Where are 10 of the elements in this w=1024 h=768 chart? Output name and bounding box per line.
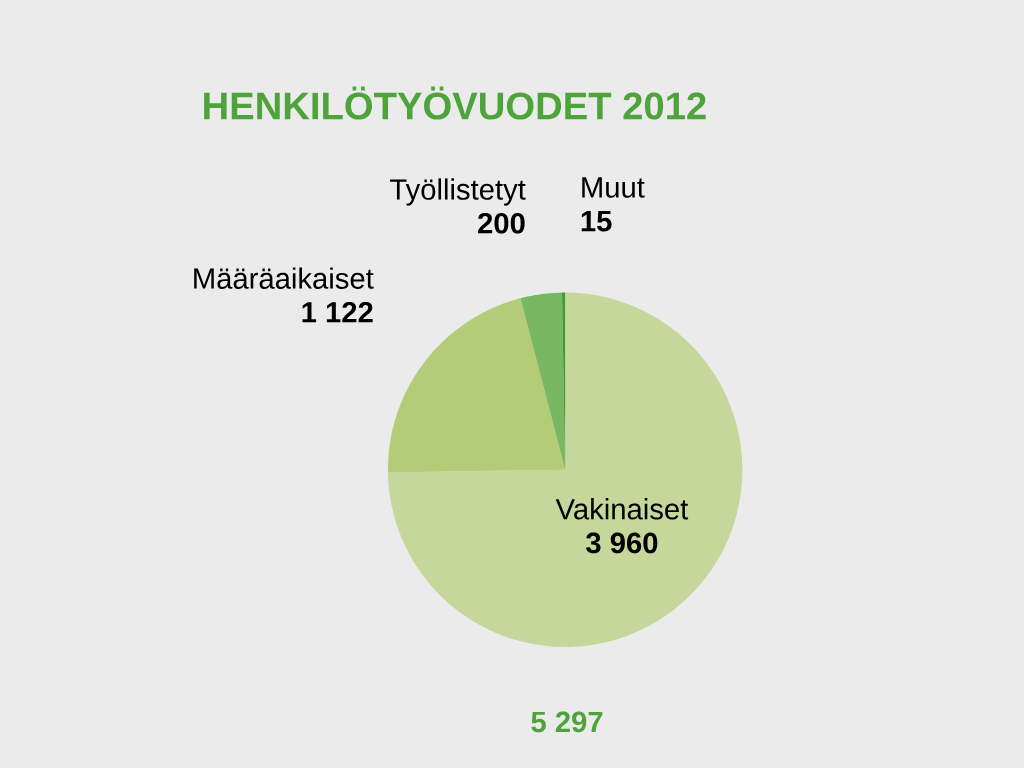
data-label: 15 [581, 211, 612, 232]
slice-label: Työllistetyt [390, 178, 526, 206]
chart-title: HENKILÖTYÖVUODET 2012 [204, 86, 706, 120]
data-label: 1 122 [302, 301, 373, 323]
slice-label: Muut [582, 177, 645, 198]
slice-label: Vakinaiset [555, 498, 689, 520]
text: 5 297 [531, 711, 603, 733]
data-label: 3 960 [586, 532, 658, 554]
slice-label: Määräaikaiset [194, 267, 374, 289]
data-label: 200 [478, 212, 525, 234]
